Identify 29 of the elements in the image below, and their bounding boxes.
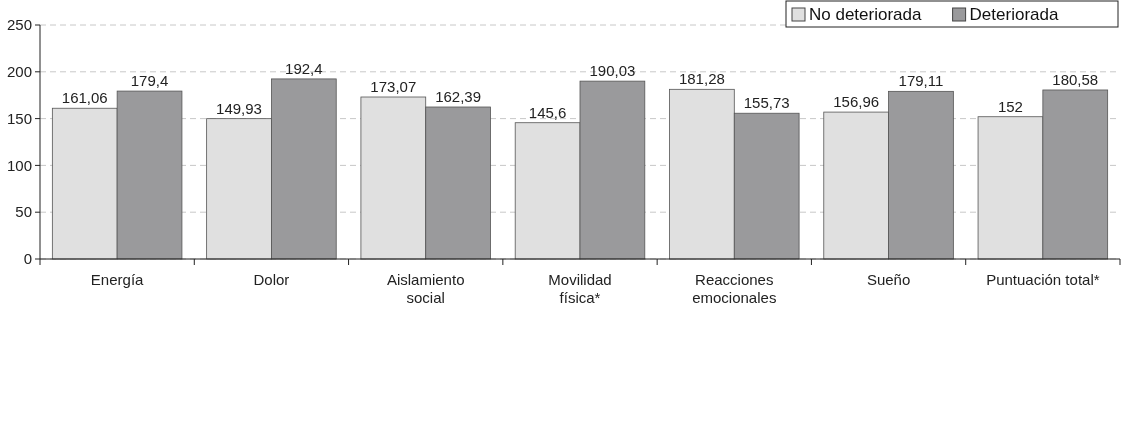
- x-tick-label: Energía: [90, 271, 145, 288]
- y-tick-label: 100: [6, 156, 32, 174]
- data-label: 162,39: [435, 88, 482, 105]
- data-label: 161,06: [61, 89, 108, 107]
- data-label: 152: [997, 97, 1023, 115]
- x-tick-label: Aislamiento social: [386, 271, 465, 306]
- y-tick-label: 250: [6, 16, 32, 34]
- x-tick-label: Puntuación total*: [986, 271, 1100, 288]
- data-label: 179,11: [898, 72, 944, 90]
- legend-label: No deteriorada: [809, 5, 922, 24]
- x-tick-label: Reacciones emocionales: [692, 271, 777, 306]
- y-tick-label: 50: [15, 203, 32, 221]
- x-tick-label: Movilidad física*: [548, 271, 612, 306]
- data-label: 192,4: [285, 59, 323, 77]
- data-label: 179,4: [130, 72, 169, 90]
- y-tick-label: 200: [6, 63, 32, 81]
- data-label: 156,96: [833, 93, 880, 111]
- data-label: 149,93: [216, 99, 262, 117]
- y-tick-label: 150: [6, 109, 32, 127]
- x-tick-label: Dolor: [253, 271, 290, 288]
- data-label: 155,73: [743, 94, 790, 112]
- data-label: 180,58: [1052, 70, 1099, 88]
- y-tick-label: 0: [23, 250, 32, 268]
- data-label: 145,6: [528, 103, 567, 121]
- legend-label: Deteriorada: [969, 5, 1059, 24]
- data-label: 173,07: [370, 78, 417, 96]
- x-tick-label: Sueño: [866, 271, 911, 288]
- data-label: 190,03: [589, 62, 636, 80]
- data-label: 181,28: [678, 70, 725, 88]
